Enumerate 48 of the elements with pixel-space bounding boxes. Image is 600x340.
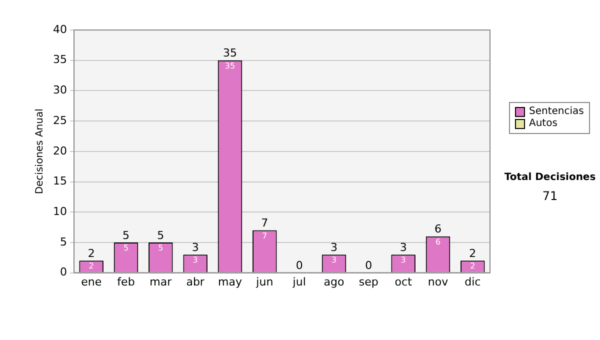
x-tick-label: ene — [81, 275, 102, 288]
data-label: 35 — [224, 61, 236, 70]
y-tick-label: 15 — [52, 174, 67, 188]
legend-label: Sentencias — [529, 106, 584, 118]
y-tick-label: 25 — [52, 114, 67, 127]
total-label: 3 — [192, 240, 199, 254]
text: Total Decisiones — [503, 172, 597, 183]
legend-label: Autos — [529, 118, 558, 130]
total-label: 7 — [261, 216, 268, 230]
x-tick-label: oct — [394, 275, 413, 288]
y-tick-label: 0 — [60, 266, 67, 279]
x-tick-label: ago — [324, 275, 344, 288]
x-tick-label: nov — [428, 275, 449, 288]
text: 71 — [541, 189, 559, 203]
y-axis-title: Decisiones Anual — [34, 108, 46, 194]
total-label: 3 — [330, 240, 338, 254]
data-label: 3 — [192, 256, 198, 265]
y-tick-label: 40 — [52, 22, 67, 36]
total-label: 0 — [296, 259, 303, 272]
x-tick-label: sep — [358, 275, 378, 288]
data-label: 3 — [400, 256, 406, 265]
data-label: 5 — [123, 244, 129, 253]
x-tick-label: jul — [292, 275, 306, 288]
data-label: 2 — [470, 262, 476, 271]
total-label: 0 — [365, 259, 372, 272]
x-tick-label: may — [218, 275, 242, 288]
total-label: 5 — [122, 228, 130, 242]
x-tick-label: mar — [150, 275, 172, 288]
y-tick-label: 30 — [52, 84, 67, 97]
total-label: 3 — [400, 240, 407, 254]
data-label: 3 — [331, 256, 337, 265]
y-tick-label: 20 — [52, 144, 67, 158]
total-label: 35 — [223, 46, 237, 60]
data-label: 5 — [158, 244, 164, 253]
x-tick-label: dic — [464, 275, 481, 288]
total-label: 2 — [469, 247, 476, 260]
x-tick-label: feb — [117, 275, 135, 288]
data-label: 2 — [88, 262, 94, 271]
y-tick-label: 35 — [52, 53, 67, 66]
data-label: 6 — [435, 237, 441, 246]
total-label: 5 — [157, 228, 164, 242]
x-tick-label: jun — [255, 275, 274, 288]
total-label: 6 — [434, 222, 442, 236]
x-tick-label: abr — [186, 275, 205, 288]
y-tick-label: 5 — [60, 235, 67, 248]
y-tick-label: 10 — [52, 204, 67, 218]
data-label: 7 — [262, 231, 268, 240]
total-label: 2 — [88, 247, 95, 260]
